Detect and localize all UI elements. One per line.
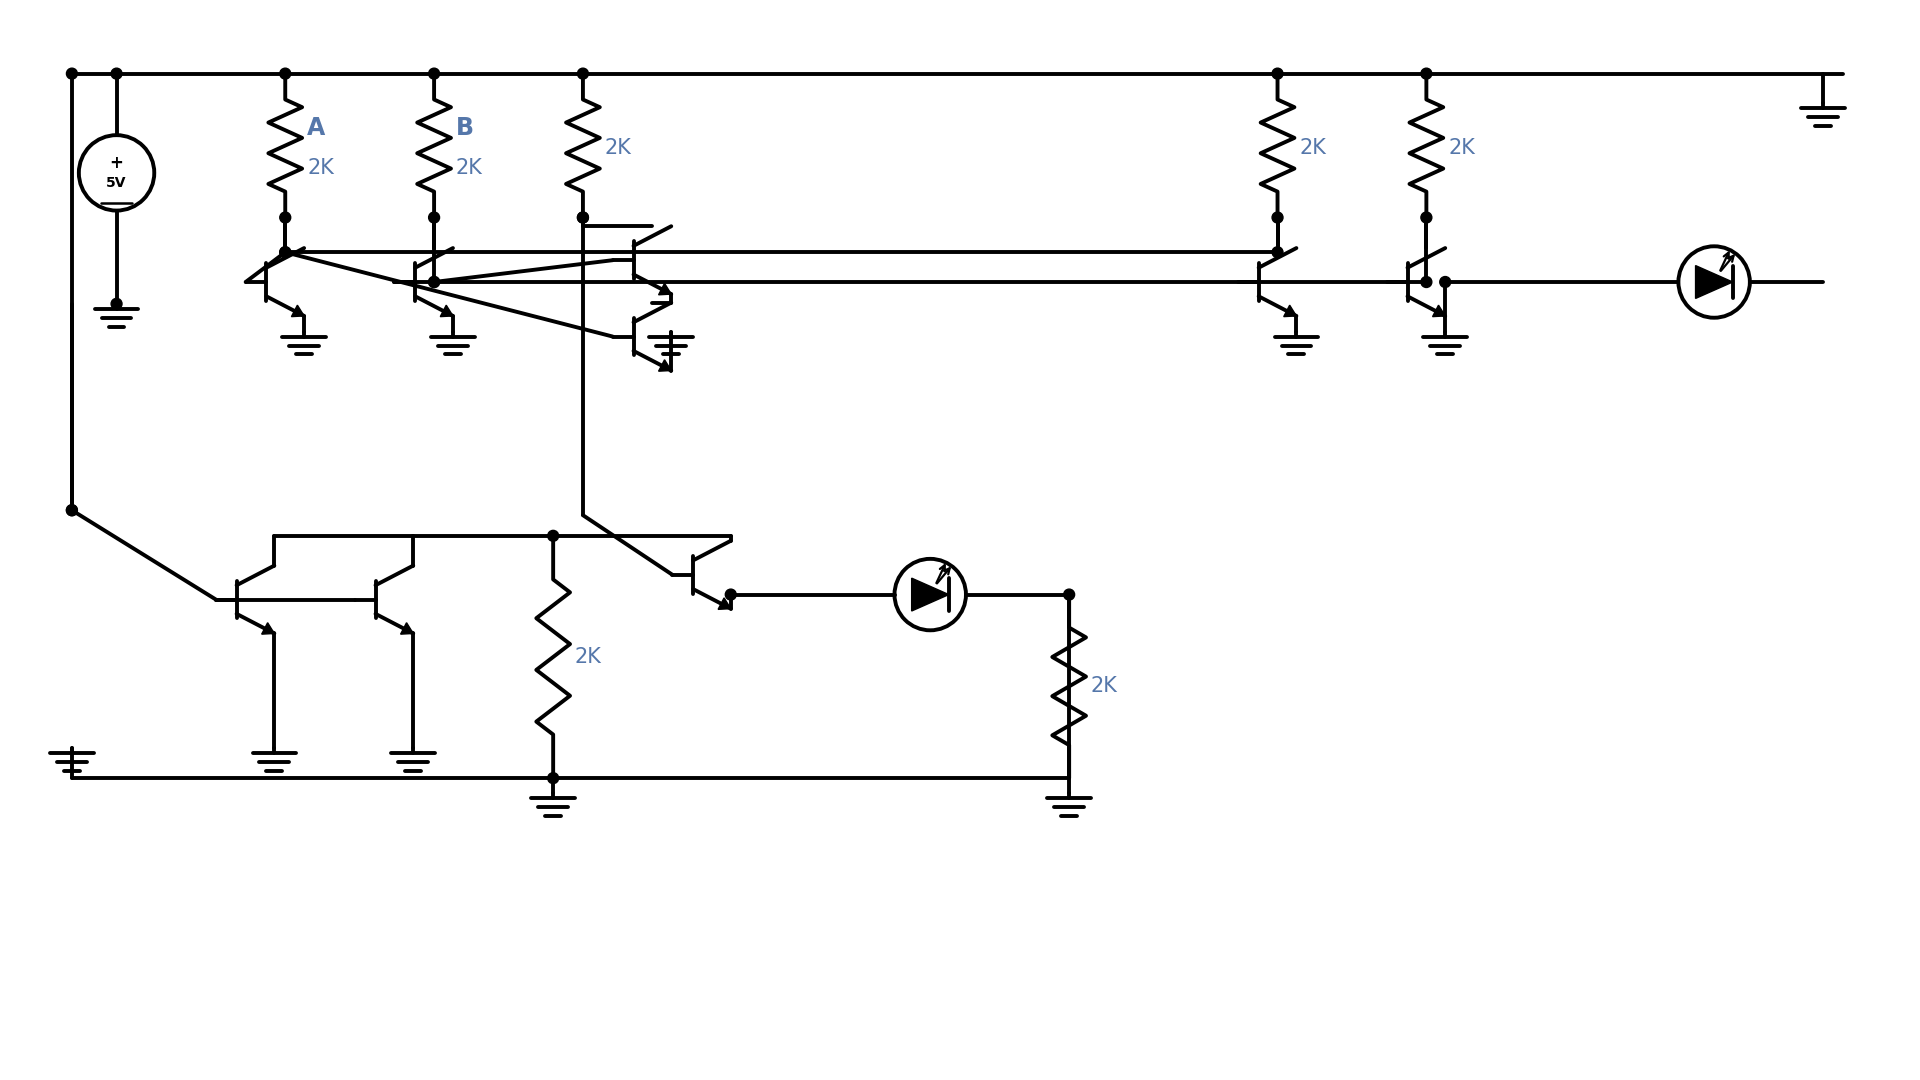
Text: +: +	[109, 154, 123, 172]
Text: 2K: 2K	[574, 647, 601, 667]
Circle shape	[280, 247, 290, 258]
Text: A: A	[307, 117, 324, 140]
Polygon shape	[261, 623, 275, 634]
Text: 2K: 2K	[455, 158, 482, 178]
Circle shape	[111, 68, 123, 79]
Circle shape	[578, 68, 588, 79]
Polygon shape	[659, 360, 672, 372]
Circle shape	[67, 68, 77, 79]
Circle shape	[428, 212, 440, 222]
Text: 2K: 2K	[1091, 676, 1117, 697]
Circle shape	[1064, 589, 1075, 600]
Circle shape	[280, 212, 290, 222]
Polygon shape	[1284, 306, 1296, 316]
Circle shape	[1421, 276, 1432, 287]
Text: 2K: 2K	[1300, 138, 1327, 158]
Text: 2K: 2K	[1448, 138, 1475, 158]
Text: 5V: 5V	[106, 176, 127, 190]
Circle shape	[578, 212, 588, 222]
Circle shape	[280, 247, 290, 258]
Circle shape	[1273, 212, 1283, 222]
Circle shape	[578, 212, 588, 222]
Polygon shape	[659, 283, 672, 295]
Circle shape	[726, 589, 735, 600]
Polygon shape	[912, 578, 948, 611]
Circle shape	[67, 504, 77, 515]
Circle shape	[1421, 68, 1432, 79]
Text: B: B	[455, 117, 474, 140]
Text: 2K: 2K	[307, 158, 334, 178]
Polygon shape	[440, 306, 453, 316]
Circle shape	[547, 530, 559, 541]
Circle shape	[428, 68, 440, 79]
Circle shape	[428, 276, 440, 287]
Polygon shape	[718, 598, 732, 609]
Polygon shape	[1432, 306, 1446, 316]
Circle shape	[1440, 276, 1452, 287]
Circle shape	[547, 772, 559, 784]
Polygon shape	[1695, 266, 1732, 298]
Text: 2K: 2K	[605, 138, 632, 158]
Circle shape	[67, 504, 77, 515]
Circle shape	[428, 276, 440, 287]
Circle shape	[111, 298, 123, 309]
Polygon shape	[292, 306, 303, 316]
Polygon shape	[401, 623, 413, 634]
Circle shape	[1273, 68, 1283, 79]
Circle shape	[1421, 212, 1432, 222]
Circle shape	[280, 68, 290, 79]
Circle shape	[1273, 247, 1283, 258]
